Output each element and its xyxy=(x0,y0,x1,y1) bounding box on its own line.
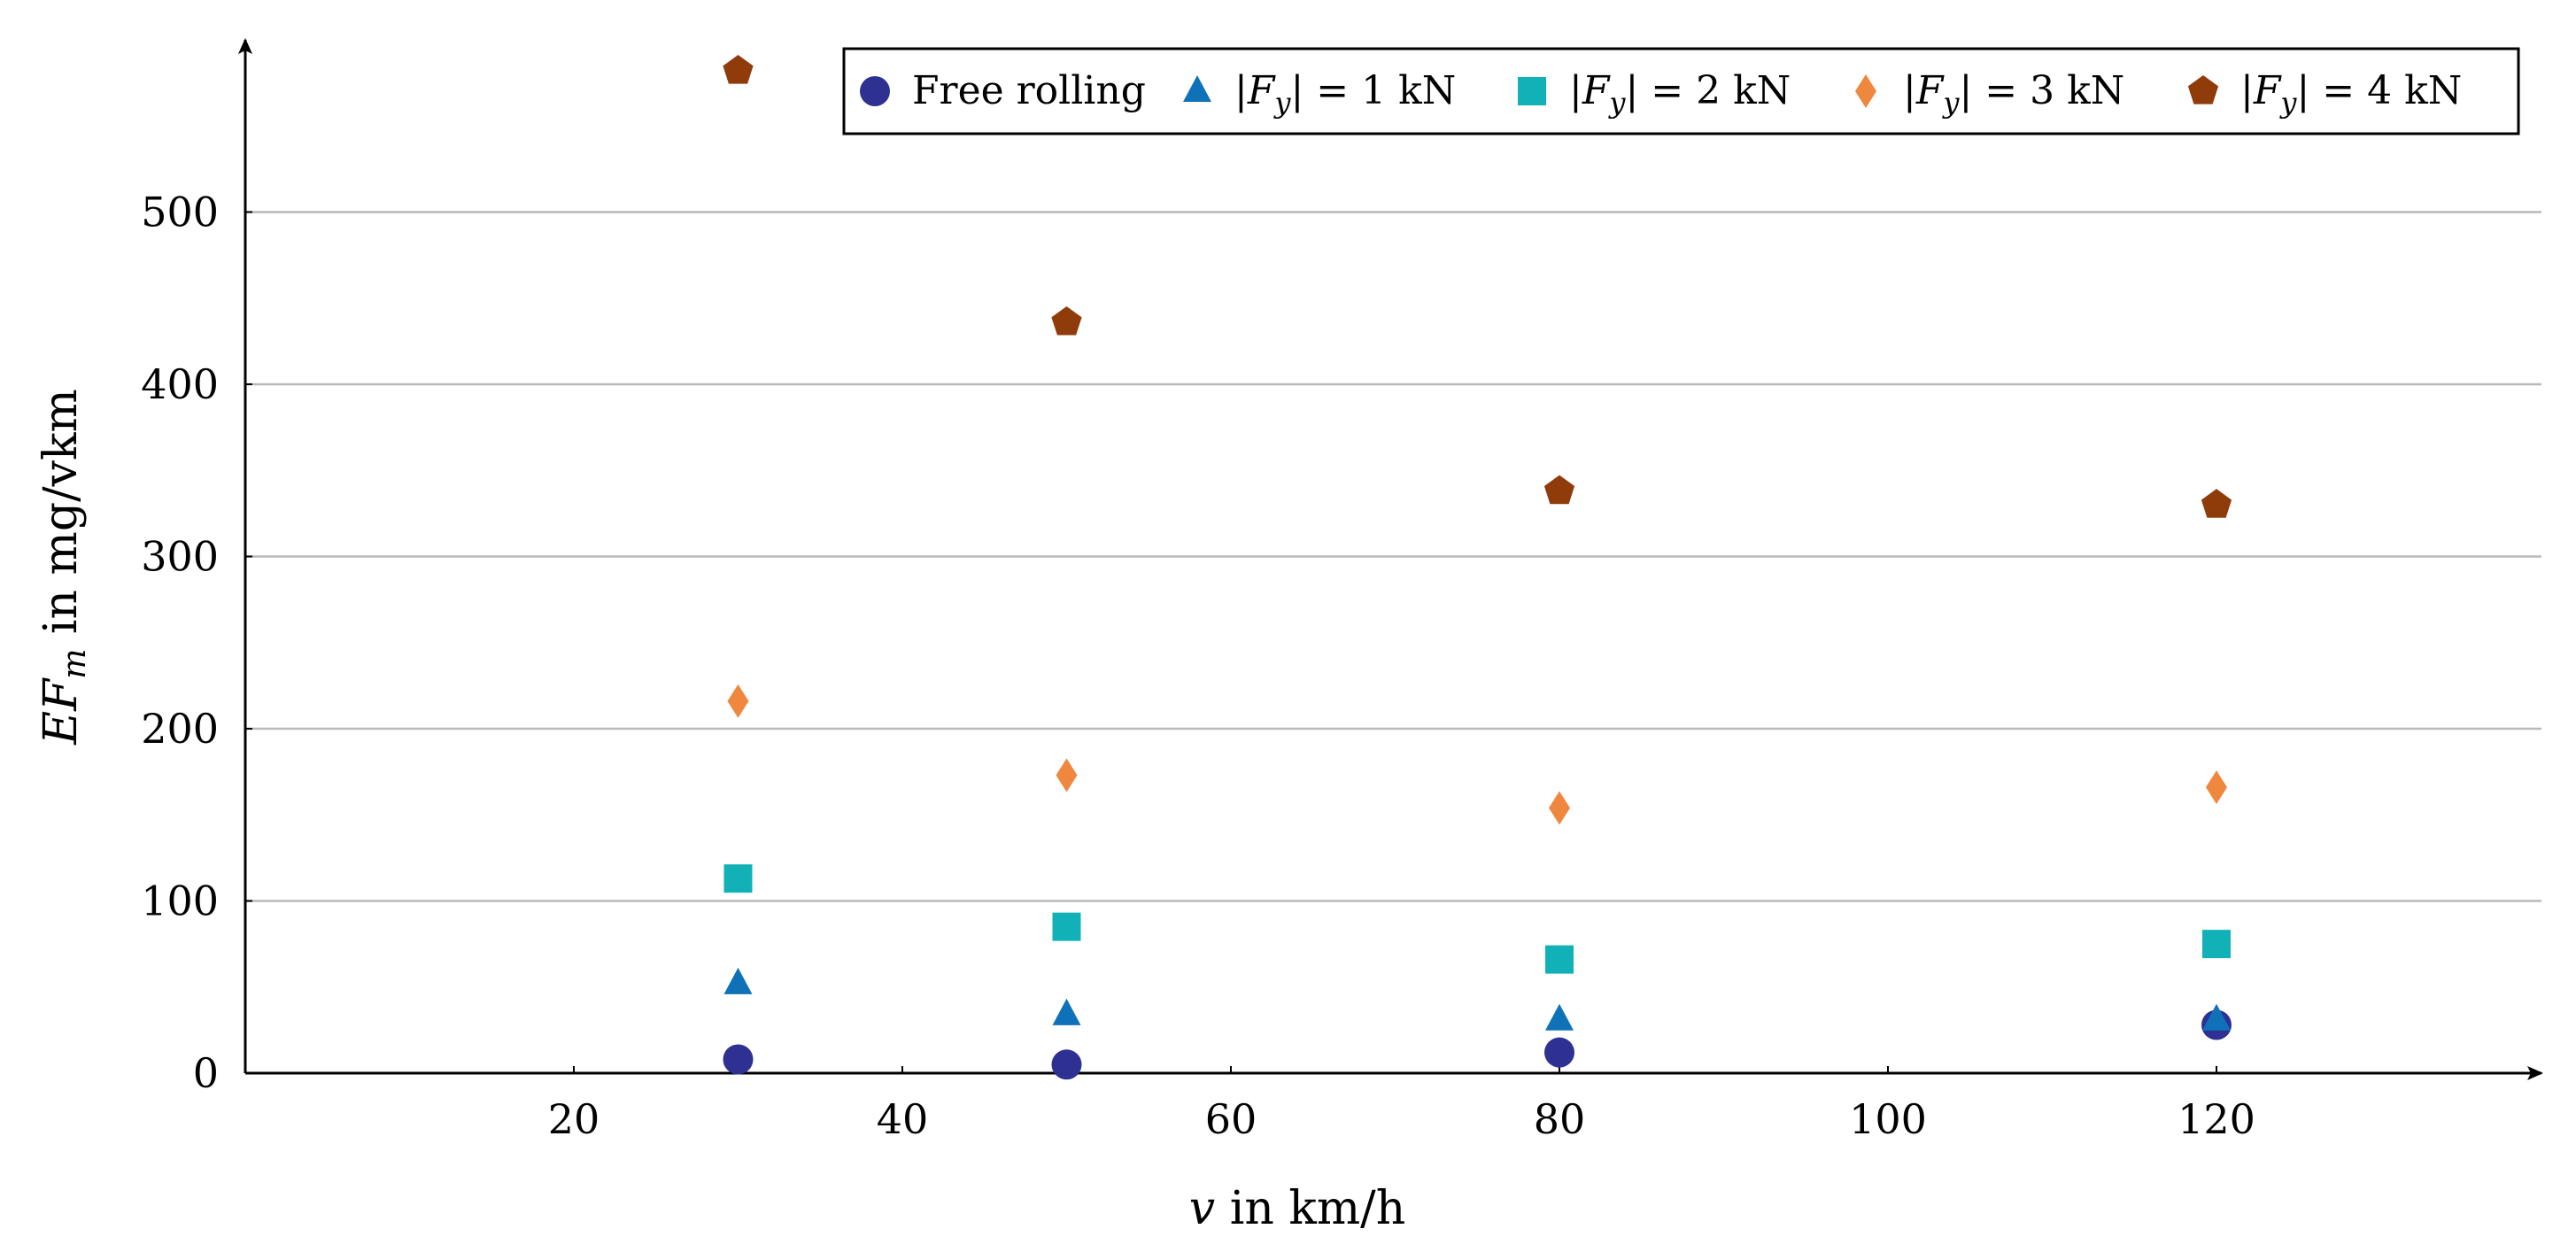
y-tick-label-200: 200 xyxy=(141,705,219,753)
legend-label-fy4: |Fy| = 4 kN xyxy=(2240,68,2462,120)
x-tick-label-100: 100 xyxy=(1849,1095,1927,1143)
axes xyxy=(238,38,2543,1080)
point-fy4-50 xyxy=(1051,306,1082,336)
point-fy2-30 xyxy=(723,864,753,893)
y-tick-label-400: 400 xyxy=(141,360,219,408)
legend-label-fy3: |Fy| = 3 kN xyxy=(1903,68,2124,120)
point-fy1-30 xyxy=(723,967,753,994)
legend-label-fy2: |Fy| = 2 kN xyxy=(1569,68,1791,120)
series-fy4 xyxy=(723,55,2232,518)
legend-box xyxy=(842,47,2520,135)
point-fy3-50 xyxy=(1056,758,1078,792)
y-tick-label-100: 100 xyxy=(141,877,219,925)
x-tick-label-40: 40 xyxy=(877,1095,929,1143)
series-fy1 xyxy=(723,967,2231,1031)
legend-marker-fy1 xyxy=(1183,75,1211,102)
y-tick-label-300: 300 xyxy=(141,533,219,581)
point-free-50 xyxy=(1051,1049,1082,1080)
series-fy3 xyxy=(727,684,2227,825)
y-tick-label-500: 500 xyxy=(141,189,219,236)
point-fy2-50 xyxy=(1052,912,1081,941)
tick-labels: 20 40 60 80 100 120 0 100 200 300 400 500 xyxy=(141,189,2255,1144)
y-tick-label-0: 0 xyxy=(193,1049,219,1097)
x-axis-arrow xyxy=(2527,1066,2543,1080)
legend: Free rolling |Fy| = 1 kN |Fy| = 2 kN |Fy| =… xyxy=(842,47,2520,135)
point-fy3-80 xyxy=(1549,791,1570,825)
point-free-80 xyxy=(1544,1037,1574,1068)
grid-lines xyxy=(245,211,2541,902)
point-fy4-120 xyxy=(2201,489,2232,518)
legend-marker-fy2 xyxy=(1518,77,1546,105)
series-fy2 xyxy=(723,864,2231,974)
point-fy1-120 xyxy=(2202,1003,2231,1031)
x-tick-label-60: 60 xyxy=(1205,1095,1257,1143)
data-points xyxy=(723,55,2232,1080)
legend-marker-free xyxy=(860,76,890,106)
point-fy4-30 xyxy=(723,55,754,84)
x-tick-label-120: 120 xyxy=(2178,1095,2255,1143)
x-tick-label-20: 20 xyxy=(548,1095,600,1143)
point-fy3-120 xyxy=(2206,770,2227,805)
legend-label-free: Free rolling xyxy=(912,68,1146,113)
point-free-30 xyxy=(723,1044,754,1075)
series-free xyxy=(723,1009,2232,1080)
x-axis-label: v in km/h xyxy=(1189,1182,1405,1235)
point-fy4-80 xyxy=(1543,475,1575,505)
point-fy2-80 xyxy=(1545,945,1574,974)
y-axis-arrow xyxy=(238,38,252,54)
point-fy3-30 xyxy=(727,684,749,718)
legend-label-fy1: |Fy| = 1 kN xyxy=(1234,68,1456,120)
y-axis-label: EFm in mg/vkm xyxy=(35,389,93,746)
point-fy1-80 xyxy=(1545,1003,1574,1031)
legend-marker-fy3 xyxy=(1855,74,1876,108)
axis-labels: v in km/h EFm in mg/vkm xyxy=(35,389,1405,1235)
point-fy1-50 xyxy=(1052,998,1081,1025)
x-tick-label-80: 80 xyxy=(1534,1095,1586,1143)
point-fy2-120 xyxy=(2202,930,2231,959)
legend-marker-fy4 xyxy=(2187,75,2219,104)
